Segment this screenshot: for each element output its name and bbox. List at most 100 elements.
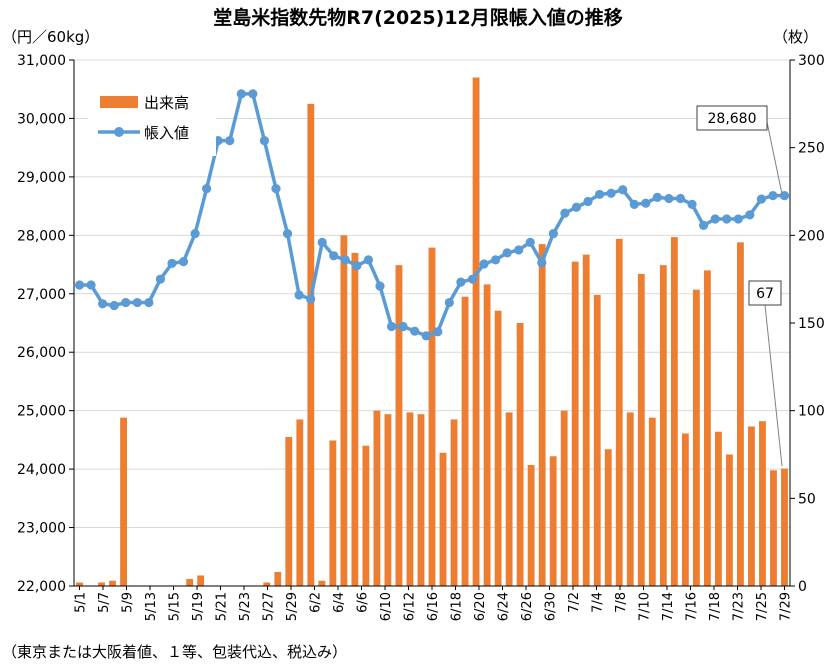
volume-bar [98,582,105,586]
settlement-point [675,193,686,204]
volume-bar [615,238,623,586]
volume-bar [274,571,282,586]
volume-bar [373,410,381,586]
settlement-point [490,255,501,265]
right-axis-tick-label: 300 [798,53,825,69]
callouts: 28,680 67 [696,105,783,467]
volume-bar [681,433,689,586]
settlement-point [363,255,374,265]
volume-bar [186,578,194,586]
left-axis-tick-label: 30,000 [17,111,66,127]
axes: 22,000 23,000 24,000 25,000 26,000 27,000 28,0… [17,53,825,621]
volume-bar [538,244,546,586]
volume-bar [593,294,601,586]
volume-bar [781,468,788,586]
settlement-point [132,297,142,308]
right-axis-tick-label: 150 [798,316,825,332]
volume-bar [472,77,480,587]
volume-bar [340,235,348,587]
settlement-point [514,245,524,255]
volume-bar [384,414,392,586]
x-axis-tick-label: 5/19 [191,592,206,621]
settlement-point [340,255,350,265]
x-axis-tick-label: 7/16 [684,592,699,621]
callout-settlement-value: 28,680 [708,111,757,127]
settlement-point [456,277,466,287]
x-axis-tick-label: 6/10 [379,592,394,621]
callout-settlement-leader [766,121,783,195]
x-axis-tick-label: 7/10 [637,592,652,621]
settlement-point [571,202,582,212]
settlement-point [756,194,766,204]
volume-bar [296,419,304,586]
volume-bar [692,289,700,586]
settlement-point [98,299,108,309]
volume-bar [748,426,755,586]
volume-bar [527,465,535,586]
settlement-point [444,297,454,308]
volume-bar [560,410,568,586]
settlement-point [537,258,547,268]
settlement-point [548,228,558,239]
x-axis-tick-label: 7/14 [661,592,676,621]
volume-bar [703,270,711,586]
settlement-point [768,190,778,201]
right-axis-tick-label: 200 [798,228,825,244]
settlement-point [710,214,720,224]
x-axis-tick-label: 5/1 [74,592,89,613]
x-axis-tick-label: 7/2 [567,592,582,613]
x-axis-tick-label: 5/9 [121,592,136,613]
settlement-point [190,228,200,239]
x-axis-tick-label: 7/25 [755,592,770,621]
x-axis-tick-label: 7/18 [708,592,723,621]
x-axis-tick-label: 5/23 [238,592,253,621]
volume-bar [307,103,315,586]
left-axis-tick-label: 22,000 [17,579,66,595]
x-axis-tick-label: 5/27 [262,592,277,621]
settlement-point [317,237,327,247]
settlement-point [109,300,119,311]
settlement-point [225,136,235,146]
settlement-point [282,228,293,239]
settlement-point [248,89,258,99]
volume-bar [770,470,777,586]
volume-bar [637,273,645,586]
volume-bar [670,237,678,586]
x-axis-tick-label: 6/16 [426,592,441,621]
volume-bar [120,417,127,586]
settlement-point [294,290,304,300]
callout-volume-box [748,280,782,306]
left-axis-tick-label: 31,000 [17,53,66,69]
settlement-point [502,248,512,258]
settlement-point [167,258,177,268]
volume-bar [417,414,425,586]
left-axis-tick-label: 24,000 [17,462,66,478]
volume-bar [439,452,447,586]
left-axis-tick-label: 29,000 [17,170,66,186]
settlement-point [698,220,709,230]
volume-bar [351,252,359,586]
settlement-point [594,189,605,200]
settlement-point [479,259,489,269]
settlement-point [410,326,420,336]
legend-box [88,80,216,156]
settlement-point [745,210,755,220]
settlement-point [652,192,662,202]
volume-bar [406,412,414,586]
volume-bar [648,417,656,586]
volume-bar [395,265,403,586]
legend-volume-label: 出来高 [144,94,189,112]
x-axis-tick-label: 7/4 [590,592,605,613]
settlement-point [329,251,339,261]
settlement-point [259,136,270,146]
settlement-point [687,199,697,209]
x-axis-tick-label: 5/15 [168,592,183,621]
x-axis-tick-label: 6/4 [332,592,347,613]
right-axis-tick-label: 250 [798,141,825,157]
settlement-point [121,297,131,308]
x-axis-tick-label: 5/21 [215,592,230,621]
volume-bar [109,580,116,586]
settlement-line [74,89,790,341]
volume-bars [76,77,788,587]
settlement-point [144,297,154,308]
